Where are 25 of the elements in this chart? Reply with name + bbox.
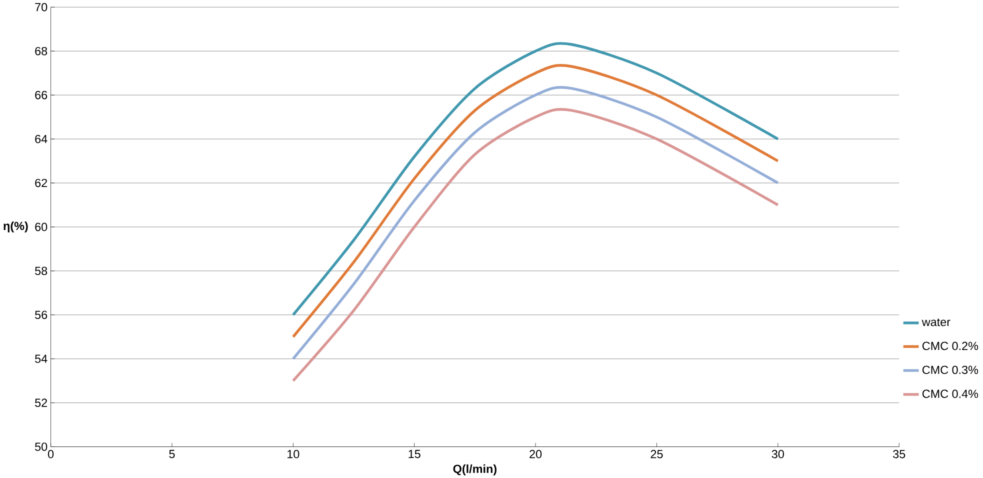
legend-label: water — [922, 318, 950, 326]
x-tick-label: 10 — [288, 450, 300, 458]
y-tick-label: 52 — [35, 398, 47, 407]
y-axis-title: η(%) — [4, 221, 28, 232]
y-tick-label: 70 — [35, 2, 48, 12]
y-tick-label: 62 — [35, 178, 47, 187]
legend-label: CMC 0.3% — [922, 366, 978, 374]
y-tick-label: 66 — [35, 90, 48, 100]
legend-label: CMC 0.2% — [922, 342, 978, 350]
y-tick-label: 56 — [35, 310, 48, 319]
x-tick-label: 0 — [48, 450, 54, 458]
legend-label: CMC 0.4% — [922, 390, 978, 398]
y-tick-label: 68 — [35, 46, 48, 56]
y-tick-label: 64 — [35, 134, 48, 144]
x-tick-label: 25 — [650, 450, 663, 458]
y-tick-label: 54 — [35, 354, 48, 363]
y-tick-label: 50 — [35, 442, 48, 451]
x-axis-title: Q(l/min) — [453, 464, 496, 476]
x-tick-label: 35 — [893, 450, 906, 458]
y-tick-label: 60 — [35, 222, 48, 231]
y-tick-label: 58 — [35, 266, 48, 275]
x-tick-label: 5 — [169, 450, 175, 458]
x-tick-label: 30 — [772, 450, 784, 458]
x-tick-label: 15 — [408, 450, 420, 458]
x-tick-label: 20 — [530, 450, 542, 458]
